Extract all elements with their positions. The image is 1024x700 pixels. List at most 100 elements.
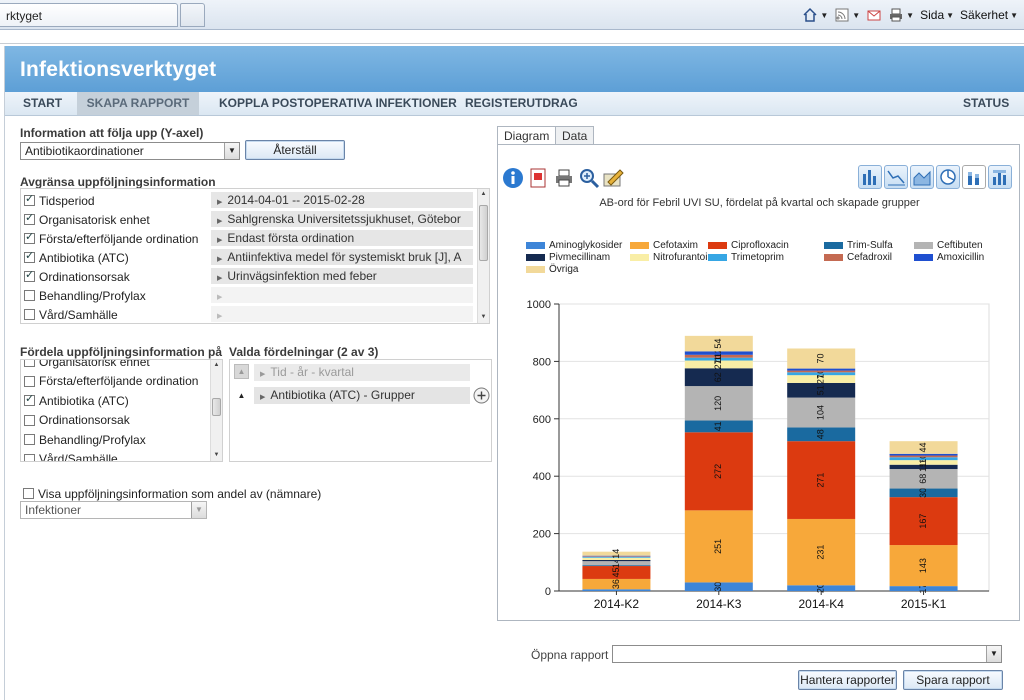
limit-listbox: Tidsperiod ▶2014-04-01 -- 2015-02-28 Organ… bbox=[20, 188, 490, 324]
bar-segment bbox=[889, 460, 958, 465]
bar-segment bbox=[787, 375, 856, 383]
legend-label: Amoxicillin bbox=[937, 251, 985, 263]
move-up-button[interactable]: ▲ bbox=[237, 391, 246, 400]
bar-segment bbox=[684, 420, 753, 433]
selected-distribution-item[interactable]: ▶ Tid - år - kvartal bbox=[254, 364, 470, 381]
distribute-checkbox[interactable] bbox=[24, 375, 35, 387]
data-label: 17 bbox=[918, 584, 928, 594]
distribute-checkbox[interactable] bbox=[24, 453, 35, 461]
legend-item: Trimetoprim bbox=[708, 251, 784, 263]
add-icon[interactable] bbox=[473, 387, 490, 404]
selected-distribution-box: ▲ ▶ Tid - år - kvartal ▲ ▶ Antibiotika (AT… bbox=[229, 359, 492, 462]
limit-checkbox[interactable] bbox=[24, 290, 35, 301]
info-icon[interactable] bbox=[502, 167, 524, 189]
distribute-option[interactable]: Vård/Samhälle bbox=[24, 450, 118, 461]
nav-register-extract[interactable]: REGISTERUTDRAG bbox=[465, 96, 578, 110]
line-chart-type-button[interactable] bbox=[884, 165, 908, 189]
bar-segment bbox=[787, 397, 856, 428]
distribute-checkbox[interactable] bbox=[24, 392, 35, 406]
limit-checkbox[interactable] bbox=[24, 192, 35, 206]
legend-label: Övriga bbox=[549, 263, 579, 275]
pie-chart-icon bbox=[940, 169, 956, 185]
x-tick-label: 2014-K4 bbox=[799, 597, 845, 611]
distribute-option-label: Organisatorisk enhet bbox=[39, 359, 150, 369]
nav-status[interactable]: STATUS bbox=[963, 96, 1010, 110]
bar-segment bbox=[889, 453, 958, 456]
new-tab-button[interactable] bbox=[180, 3, 205, 27]
limit-value-row[interactable]: ▶ bbox=[211, 287, 473, 304]
move-up-button[interactable]: ▲ bbox=[234, 364, 249, 379]
limit-title: Avgränsa uppföljningsinformation bbox=[20, 175, 216, 189]
stacked-bar-type-button[interactable] bbox=[962, 165, 986, 189]
distribute-option[interactable]: Antibiotika (ATC) bbox=[24, 391, 129, 410]
distribute-checkbox[interactable] bbox=[24, 360, 35, 367]
save-report-button[interactable]: Spara rapport bbox=[903, 670, 1003, 690]
limit-checkbox[interactable] bbox=[24, 230, 35, 244]
safety-menu[interactable]: Säkerhet ▼ bbox=[960, 8, 1018, 22]
feed-icon bbox=[835, 8, 849, 22]
limit-value-row[interactable]: ▶ 2014-04-01 -- 2015-02-28 bbox=[211, 192, 473, 209]
distribute-checkbox[interactable] bbox=[24, 434, 35, 445]
data-label: 251 bbox=[713, 539, 723, 554]
selected-distribution-item[interactable]: ▶ Antibiotika (ATC) - Grupper bbox=[254, 387, 470, 404]
manage-reports-button[interactable]: Hantera rapporter bbox=[798, 670, 897, 690]
feeds-button[interactable]: ▼ bbox=[834, 7, 860, 23]
limit-value-row[interactable]: ▶ bbox=[211, 306, 473, 323]
limit-value-row[interactable]: ▶ Antiinfektiva medel för systemiskt bruk… bbox=[211, 249, 473, 266]
distribute-scrollbar[interactable]: ▲ ▼ bbox=[210, 360, 222, 461]
export-pdf-icon[interactable] bbox=[528, 167, 550, 189]
share-option[interactable]: Visa uppföljningsinformation som andel a… bbox=[23, 484, 321, 503]
limit-checkbox[interactable] bbox=[24, 309, 35, 320]
data-label: 16 bbox=[918, 457, 928, 467]
limit-value-row[interactable]: ▶ Endast första ordination bbox=[211, 230, 473, 247]
page-menu[interactable]: Sida ▼ bbox=[920, 8, 955, 22]
distribute-option[interactable]: Behandling/Profylax bbox=[24, 430, 146, 449]
distribute-checkbox[interactable] bbox=[24, 414, 35, 426]
limit-scrollbar[interactable]: ▲ ▼ bbox=[477, 189, 489, 323]
limit-checkbox[interactable] bbox=[24, 249, 35, 263]
browser-tab[interactable]: rktyget bbox=[0, 3, 178, 27]
limit-option[interactable]: Första/efterföljande ordination bbox=[24, 229, 198, 248]
limit-option[interactable]: Ordinationsorsak bbox=[24, 267, 130, 286]
tab-data[interactable]: Data bbox=[555, 126, 595, 144]
distribute-option[interactable]: Första/efterföljande ordination bbox=[24, 372, 198, 391]
share-checkbox[interactable] bbox=[23, 488, 34, 499]
zoom-icon[interactable] bbox=[578, 167, 600, 189]
data-label: 14 bbox=[611, 558, 621, 568]
nav-link-postop[interactable]: KOPPLA POSTOPERATIVA INFEKTIONER bbox=[219, 96, 457, 110]
percent-bar-type-button[interactable] bbox=[988, 165, 1012, 189]
limit-option[interactable]: Organisatorisk enhet bbox=[24, 210, 150, 229]
printer-icon[interactable] bbox=[553, 167, 575, 189]
limit-option[interactable]: Behandling/Profylax bbox=[24, 286, 146, 305]
limit-option[interactable]: Vård/Samhälle bbox=[24, 305, 118, 324]
limit-option-label: Tidsperiod bbox=[39, 193, 95, 208]
limit-option[interactable]: Tidsperiod bbox=[24, 191, 95, 210]
pie-chart-type-button[interactable] bbox=[936, 165, 960, 189]
nav-start[interactable]: START bbox=[23, 96, 63, 110]
print-button[interactable]: ▼ bbox=[888, 7, 914, 23]
limit-option[interactable]: Antibiotika (ATC) bbox=[24, 248, 129, 267]
mail-button[interactable] bbox=[866, 7, 882, 23]
denominator-select[interactable]: Infektioner ▼ bbox=[20, 501, 207, 519]
mail-icon bbox=[867, 10, 881, 21]
area-chart-type-button[interactable] bbox=[910, 165, 934, 189]
limit-checkbox[interactable] bbox=[24, 268, 35, 282]
limit-option-label: Behandling/Profylax bbox=[39, 288, 146, 303]
bar-segment bbox=[582, 589, 651, 591]
reset-button[interactable]: Återställ bbox=[245, 140, 345, 160]
edit-icon[interactable] bbox=[602, 167, 624, 189]
distribute-option[interactable]: Organisatorisk enhet bbox=[24, 359, 150, 371]
limit-value-row[interactable]: ▶ Urinvägsinfektion med feber bbox=[211, 268, 473, 285]
bar-chart-type-button[interactable] bbox=[858, 165, 882, 189]
nav-create-report[interactable]: SKAPA RAPPORT bbox=[77, 92, 199, 115]
x-tick-label: 2014-K2 bbox=[594, 597, 640, 611]
home-button[interactable]: ▼ bbox=[802, 7, 828, 23]
limit-checkbox[interactable] bbox=[24, 211, 35, 225]
bar-segment bbox=[787, 370, 856, 373]
legend-swatch bbox=[526, 241, 545, 249]
distribute-option[interactable]: Ordinationsorsak bbox=[24, 411, 130, 430]
tab-diagram[interactable]: Diagram bbox=[497, 126, 557, 145]
open-report-select[interactable]: ▼ bbox=[612, 645, 1002, 663]
limit-value-row[interactable]: ▶ Sahlgrenska Universitetssjukhuset, Göte… bbox=[211, 211, 473, 228]
yaxis-select[interactable]: Antibiotikaordinationer ▼ bbox=[20, 142, 240, 160]
